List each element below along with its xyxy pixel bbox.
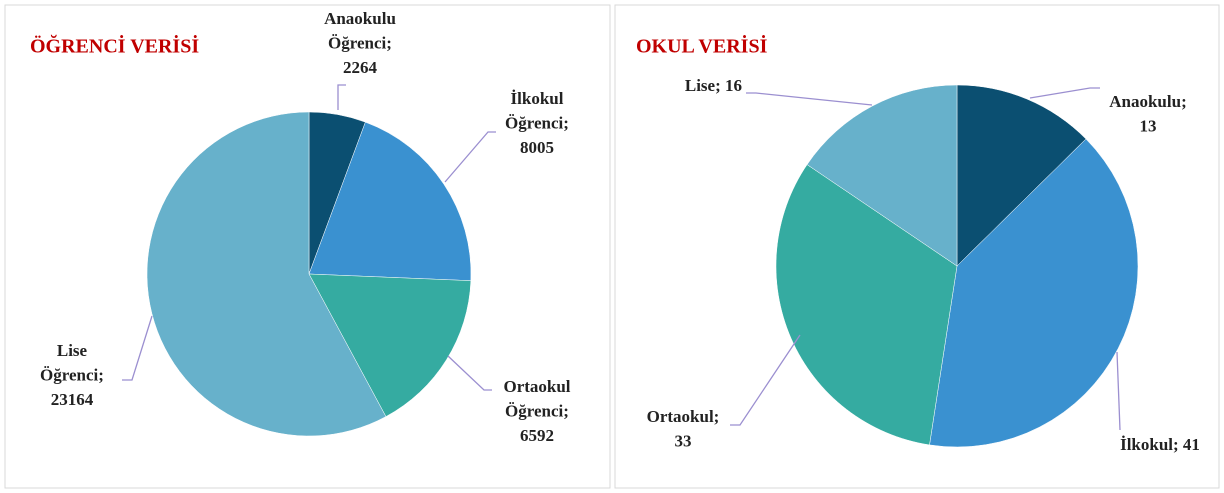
panel: [614, 4, 1220, 489]
data-label-line: Lise: [57, 341, 88, 360]
chart-title: OKUL VERİSİ: [636, 34, 768, 58]
data-label: Anaokulu; 13: [1109, 92, 1186, 136]
pie-slice: [308, 273, 472, 417]
data-label: Lise; 16: [685, 76, 742, 95]
data-label-line: 23164: [51, 390, 94, 409]
data-label-line: İlkokul: [511, 89, 564, 108]
pie-slice: [806, 84, 958, 267]
data-label-line: Lise; 16: [685, 76, 742, 95]
panel: [4, 4, 611, 489]
data-label-line: 8005: [520, 138, 554, 157]
data-label: Ortaokul; 33: [647, 407, 720, 451]
data-label: Lise Öğrenci; 23164: [40, 341, 104, 409]
leader-line: [337, 84, 346, 110]
data-label: İlkokul; 41: [1120, 435, 1200, 454]
leader-line: [447, 355, 492, 391]
data-label-line: 33: [675, 431, 692, 450]
pie-slice: [308, 121, 472, 281]
chart-title: ÖĞRENCİ VERİSİ: [30, 34, 199, 58]
data-label-line: 2264: [343, 58, 378, 77]
data-label: Anaokulu Öğrenci; 2264: [324, 9, 396, 77]
pie-slice: [146, 111, 387, 437]
pie-slice: [956, 84, 1087, 267]
data-label-line: 13: [1140, 116, 1157, 135]
leader-line: [746, 92, 873, 106]
leader-line: [1029, 87, 1100, 99]
leader-line: [1116, 351, 1121, 431]
data-label-line: Ortaokul;: [647, 407, 720, 426]
data-label-line: Öğrenci;: [40, 365, 104, 384]
pie-slice: [929, 138, 1139, 448]
data-label-line: Anaokulu: [324, 9, 396, 28]
leader-line: [444, 131, 496, 183]
data-label-line: Anaokulu;: [1109, 92, 1186, 111]
data-label: İlkokul Öğrenci; 8005: [505, 89, 569, 157]
data-label-line: Ortaokul: [503, 377, 570, 396]
data-label-line: 6592: [520, 426, 554, 445]
data-label: Ortaokul Öğrenci; 6592: [503, 377, 570, 445]
leader-line: [122, 315, 153, 381]
data-label-line: İlkokul; 41: [1120, 435, 1200, 454]
data-label-line: Öğrenci;: [328, 33, 392, 52]
data-label-line: Öğrenci;: [505, 401, 569, 420]
data-label-line: Öğrenci;: [505, 113, 569, 132]
leader-line: [730, 334, 801, 426]
pie-slice: [775, 164, 958, 446]
